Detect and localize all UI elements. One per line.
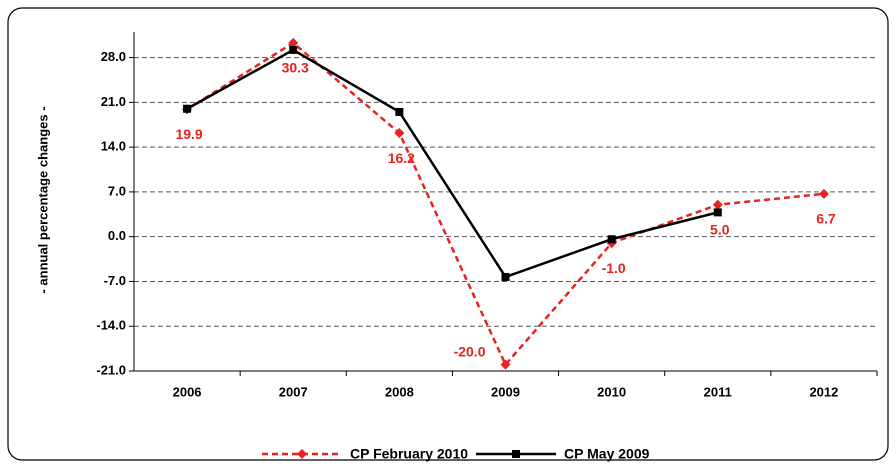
- marker: [713, 208, 722, 217]
- y-tick-label: -21.0: [96, 362, 126, 377]
- marker: [297, 449, 307, 459]
- x-tick-label: 2006: [173, 384, 202, 399]
- data-label: -20.0: [454, 343, 486, 359]
- y-tick-label: 28.0: [101, 49, 126, 64]
- data-label: 30.3: [282, 60, 309, 76]
- marker: [512, 450, 521, 458]
- y-tick-label: 14.0: [101, 139, 126, 154]
- marker: [394, 128, 405, 139]
- legend-label: CP February 2010: [350, 446, 468, 462]
- marker: [395, 107, 404, 116]
- x-tick-label: 2009: [491, 384, 520, 399]
- x-tick-label: 2011: [704, 384, 732, 399]
- x-tick-label: 2008: [385, 384, 414, 399]
- marker: [288, 37, 299, 48]
- y-tick-label: 0.0: [108, 228, 126, 243]
- marker: [500, 359, 511, 370]
- data-label: 6.7: [816, 211, 836, 227]
- y-tick-label: -14.0: [96, 318, 126, 333]
- chart-frame: [7, 7, 889, 461]
- data-label: 16.2: [388, 150, 415, 166]
- y-tick-label: 7.0: [108, 183, 126, 198]
- marker: [501, 272, 510, 281]
- marker: [818, 188, 829, 199]
- marker: [607, 235, 616, 244]
- marker: [289, 45, 298, 54]
- data-label: 5.0: [710, 221, 730, 237]
- data-label: 19.9: [175, 126, 202, 142]
- y-axis-title: - annual percentage changes -: [35, 106, 50, 293]
- marker: [712, 199, 723, 210]
- data-label: -1.0: [602, 260, 626, 276]
- y-tick-label: 21.0: [101, 94, 126, 109]
- series-line: [186, 48, 719, 279]
- x-tick-label: 2010: [597, 384, 626, 399]
- y-tick-label: -7.0: [104, 273, 126, 288]
- x-tick-label: 2007: [279, 384, 308, 399]
- x-tick-label: 2012: [809, 384, 838, 399]
- marker: [183, 104, 192, 113]
- legend-label: CP May 2009: [564, 446, 650, 462]
